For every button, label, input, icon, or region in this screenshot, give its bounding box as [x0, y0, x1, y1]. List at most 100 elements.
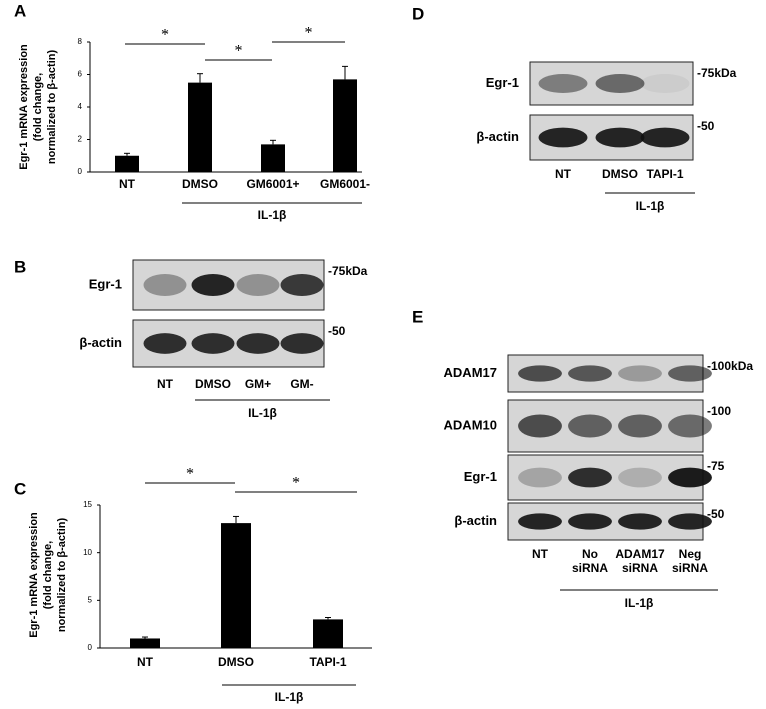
blot-band [618, 365, 662, 382]
lane-label: GM+ [245, 377, 271, 391]
x-tick-label: TAPI-1 [309, 655, 346, 669]
lane-label: Neg [679, 547, 702, 561]
y-tick-label: 6 [78, 70, 83, 79]
y-axis-label: normalized to β-actin) [46, 50, 58, 165]
error-bar [342, 65, 348, 80]
row-label: ADAM10 [444, 417, 497, 432]
blot-band [595, 74, 645, 93]
size-marker: -50 [707, 507, 725, 521]
row-label: β-actin [454, 513, 497, 528]
blot-band [668, 414, 712, 438]
y-axis-label: (fold change, [32, 73, 44, 141]
significance-label: * [186, 466, 194, 483]
y-tick-label: 10 [83, 548, 92, 557]
lane-label: NT [157, 377, 174, 391]
group-label: IL-1β [636, 199, 665, 213]
error-bar [124, 152, 130, 156]
row-label: Egr-1 [464, 469, 497, 484]
y-axis-label: normalized to β-actin) [56, 518, 68, 633]
blot-band [143, 274, 187, 296]
blot-band [280, 333, 324, 354]
y-axis-label: Egr-1 mRNA expression [18, 44, 30, 170]
lane-label: NT [555, 167, 572, 181]
y-tick-label: 8 [78, 37, 83, 46]
lane-label: NT [532, 547, 549, 561]
lane-label: ADAM17 [615, 547, 665, 561]
row-label: ADAM17 [444, 365, 497, 380]
y-axis-label: Egr-1 mRNA expression [28, 512, 40, 638]
size-marker: -50 [697, 119, 715, 133]
blot-band [568, 414, 612, 438]
bar [188, 82, 212, 172]
size-marker: -100 [707, 404, 731, 418]
blot-band [668, 467, 712, 488]
blot-band [538, 74, 588, 93]
error-bar [197, 73, 203, 83]
y-tick-label: 4 [78, 102, 83, 111]
lane-label: TAPI-1 [646, 167, 683, 181]
blot-band [538, 127, 588, 148]
blot-band [518, 467, 562, 488]
row-label: Egr-1 [486, 75, 519, 90]
blot-band [668, 365, 712, 382]
blot-band [568, 513, 612, 530]
blot-band [518, 513, 562, 530]
panel-letter: A [14, 1, 26, 20]
lane-label: GM- [290, 377, 313, 391]
y-tick-label: 0 [78, 167, 83, 176]
y-tick-label: 15 [83, 500, 92, 509]
group-label: IL-1β [625, 596, 654, 610]
significance-label: * [161, 27, 169, 44]
blot-band [618, 467, 662, 488]
lane-label: DMSO [195, 377, 231, 391]
x-tick-label: GM6001+ [246, 177, 299, 191]
row-label: Egr-1 [89, 276, 122, 291]
y-axis-label: (fold change, [42, 541, 54, 609]
lane-label: siRNA [572, 561, 608, 575]
panel-letter: E [412, 307, 423, 326]
size-marker: -75 [707, 459, 725, 473]
blot-band [640, 127, 690, 148]
lane-label: siRNA [672, 561, 708, 575]
blot-band [191, 274, 235, 296]
blot-band [191, 333, 235, 354]
group-label: IL-1β [248, 406, 277, 420]
x-tick-label: NT [137, 655, 154, 669]
x-tick-label: DMSO [182, 177, 218, 191]
y-tick-label: 5 [88, 595, 93, 604]
lane-label: siRNA [622, 561, 658, 575]
panel-letter: B [14, 257, 26, 276]
size-marker: -75kDa [328, 264, 368, 278]
group-label: IL-1β [275, 690, 304, 704]
error-bar [233, 515, 239, 524]
lane-label: DMSO [602, 167, 638, 181]
group-label: IL-1β [258, 208, 287, 222]
blot-band [568, 467, 612, 488]
significance-label: * [305, 25, 313, 42]
error-bar [325, 616, 331, 620]
size-marker: -50 [328, 324, 346, 338]
error-bar [142, 636, 148, 639]
error-bar [270, 139, 276, 145]
blot-band [518, 365, 562, 382]
blot-band [618, 414, 662, 438]
blot-band [143, 333, 187, 354]
significance-label: * [292, 475, 300, 492]
blot-band [640, 74, 690, 93]
size-marker: -100kDa [707, 359, 753, 373]
row-label: β-actin [476, 129, 519, 144]
blot-band [595, 127, 645, 148]
lane-label: No [582, 547, 598, 561]
x-tick-label: DMSO [218, 655, 254, 669]
x-tick-label: GM6001- [320, 177, 370, 191]
blot-band [518, 414, 562, 438]
blot-band [236, 333, 280, 354]
x-tick-label: NT [119, 177, 136, 191]
blot-band [668, 513, 712, 530]
bar [313, 619, 343, 648]
significance-label: * [235, 43, 243, 60]
panel-letter: C [14, 479, 26, 498]
y-tick-label: 0 [88, 643, 93, 652]
bar [261, 144, 285, 172]
